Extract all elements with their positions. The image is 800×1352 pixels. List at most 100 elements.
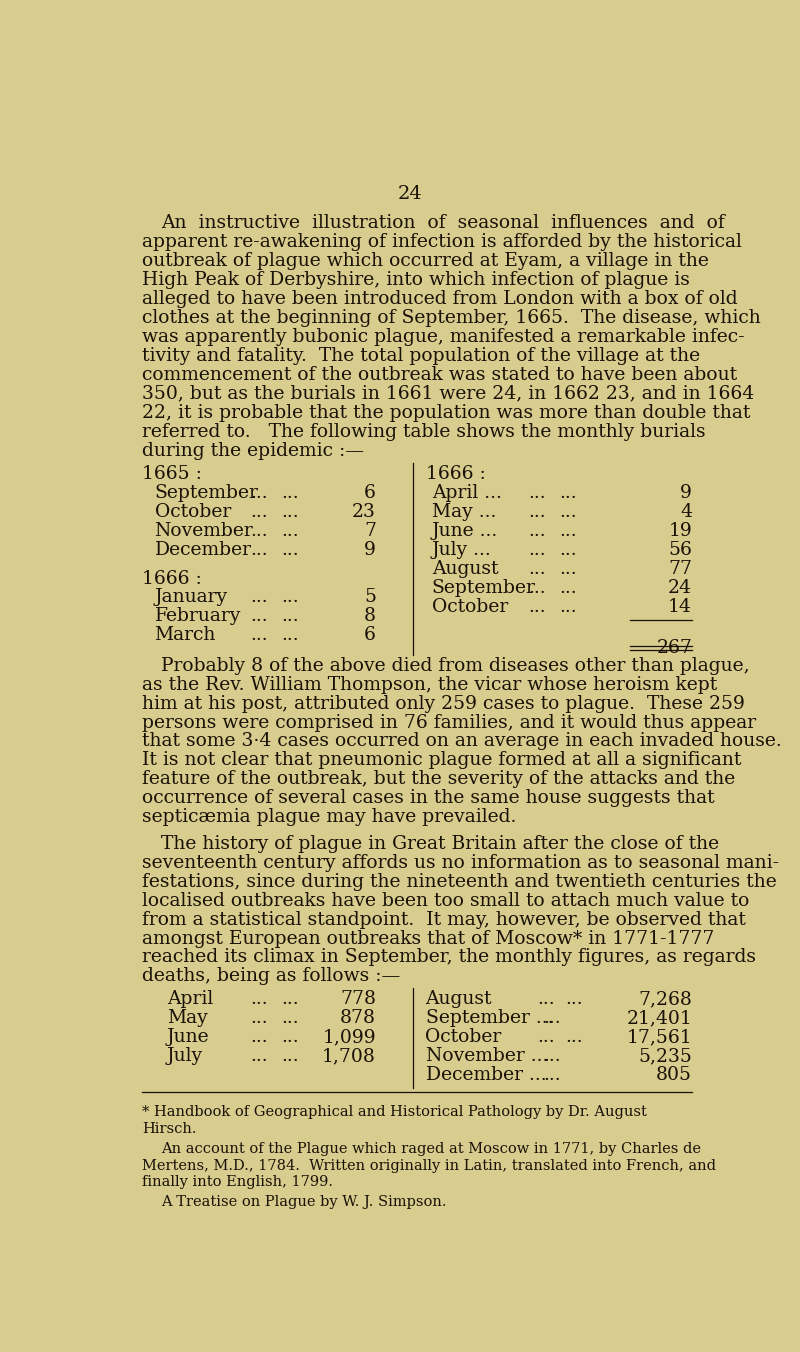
Text: tivity and fatality.  The total population of the village at the: tivity and fatality. The total populatio… — [142, 347, 700, 365]
Text: that some 3·4 cases occurred on an average in each invaded house.: that some 3·4 cases occurred on an avera… — [142, 733, 782, 750]
Text: alleged to have been introduced from London with a box of old: alleged to have been introduced from Lon… — [142, 291, 738, 308]
Text: 5,235: 5,235 — [638, 1046, 692, 1065]
Text: ...: ... — [250, 1046, 268, 1065]
Text: ...: ... — [282, 1009, 299, 1028]
Text: 14: 14 — [668, 598, 692, 617]
Text: ...: ... — [282, 1046, 299, 1065]
Text: ...: ... — [528, 560, 546, 579]
Text: December: December — [154, 541, 251, 560]
Text: ...: ... — [528, 579, 546, 598]
Text: ...: ... — [250, 484, 268, 503]
Text: outbreak of plague which occurred at Eyam, a village in the: outbreak of plague which occurred at Eya… — [142, 253, 709, 270]
Text: It is not clear that pneumonic plague formed at all a significant: It is not clear that pneumonic plague fo… — [142, 752, 742, 769]
Text: ...: ... — [528, 522, 546, 541]
Text: septicæmia plague may have prevailed.: septicæmia plague may have prevailed. — [142, 808, 517, 826]
Text: finally into English, 1799.: finally into English, 1799. — [142, 1175, 333, 1188]
Text: ...: ... — [543, 1009, 561, 1028]
Text: ...: ... — [558, 541, 577, 560]
Text: 1,708: 1,708 — [322, 1046, 376, 1065]
Text: 267: 267 — [656, 638, 692, 657]
Text: ...: ... — [558, 484, 577, 503]
Text: October: October — [432, 598, 508, 617]
Text: ...: ... — [528, 598, 546, 617]
Text: ...: ... — [250, 990, 268, 1009]
Text: apparent re-awakening of infection is afforded by the historical: apparent re-awakening of infection is af… — [142, 234, 742, 251]
Text: ...: ... — [543, 1065, 561, 1084]
Text: 56: 56 — [668, 541, 692, 560]
Text: October: October — [426, 1028, 502, 1046]
Text: seventeenth century affords us no information as to seasonal mani-: seventeenth century affords us no inform… — [142, 853, 779, 872]
Text: ...: ... — [250, 1009, 268, 1028]
Text: 6: 6 — [364, 626, 376, 645]
Text: ...: ... — [537, 990, 554, 1009]
Text: ...: ... — [558, 598, 577, 617]
Text: 21,401: 21,401 — [626, 1009, 692, 1028]
Text: September: September — [432, 579, 535, 598]
Text: November: November — [154, 522, 254, 541]
Text: amongst European outbreaks that of Moscow* in 1771-1777: amongst European outbreaks that of Mosco… — [142, 930, 714, 948]
Text: was apparently bubonic plague, manifested a remarkable infec-: was apparently bubonic plague, manifeste… — [142, 329, 745, 346]
Text: ...: ... — [558, 503, 577, 522]
Text: ...: ... — [558, 522, 577, 541]
Text: September ...: September ... — [426, 1009, 553, 1028]
Text: April ...: April ... — [432, 484, 502, 503]
Text: April: April — [167, 990, 214, 1009]
Text: referred to.   The following table shows the monthly burials: referred to. The following table shows t… — [142, 423, 706, 441]
Text: ...: ... — [282, 607, 299, 626]
Text: ...: ... — [250, 1028, 268, 1046]
Text: August: August — [426, 990, 492, 1009]
Text: A Treatise on Plague by W. J. Simpson.: A Treatise on Plague by W. J. Simpson. — [161, 1195, 446, 1210]
Text: ...: ... — [250, 503, 268, 522]
Text: feature of the outbreak, but the severity of the attacks and the: feature of the outbreak, but the severit… — [142, 771, 735, 788]
Text: Probably 8 of the above died from diseases other than plague,: Probably 8 of the above died from diseas… — [161, 657, 750, 675]
Text: ...: ... — [250, 522, 268, 541]
Text: An account of the Plague which raged at Moscow in 1771, by Charles de: An account of the Plague which raged at … — [161, 1142, 701, 1156]
Text: May: May — [167, 1009, 208, 1028]
Text: localised outbreaks have been too small to attach much value to: localised outbreaks have been too small … — [142, 892, 750, 910]
Text: 7: 7 — [364, 522, 376, 541]
Text: 22, it is probable that the population was more than double that: 22, it is probable that the population w… — [142, 404, 750, 422]
Text: 24: 24 — [668, 579, 692, 598]
Text: ...: ... — [282, 990, 299, 1009]
Text: during the epidemic :—: during the epidemic :— — [142, 442, 364, 460]
Text: August: August — [432, 560, 498, 579]
Text: ...: ... — [282, 1028, 299, 1046]
Text: January: January — [154, 588, 228, 607]
Text: 9: 9 — [680, 484, 692, 503]
Text: ...: ... — [528, 503, 546, 522]
Text: ...: ... — [565, 990, 582, 1009]
Text: ...: ... — [543, 1046, 561, 1065]
Text: ...: ... — [282, 541, 299, 560]
Text: November ...: November ... — [426, 1046, 548, 1065]
Text: clothes at the beginning of September, 1665.  The disease, which: clothes at the beginning of September, 1… — [142, 310, 761, 327]
Text: deaths, being as follows :—: deaths, being as follows :— — [142, 968, 401, 986]
Text: October: October — [154, 503, 231, 522]
Text: July: July — [167, 1046, 203, 1065]
Text: ...: ... — [528, 541, 546, 560]
Text: ...: ... — [528, 484, 546, 503]
Text: from a statistical standpoint.  It may, however, be observed that: from a statistical standpoint. It may, h… — [142, 911, 746, 929]
Text: February: February — [154, 607, 241, 626]
Text: An  instructive  illustration  of  seasonal  influences  and  of: An instructive illustration of seasonal … — [161, 215, 725, 233]
Text: 7,268: 7,268 — [638, 990, 692, 1009]
Text: 878: 878 — [340, 1009, 376, 1028]
Text: occurrence of several cases in the same house suggests that: occurrence of several cases in the same … — [142, 790, 714, 807]
Text: 19: 19 — [668, 522, 692, 541]
Text: 1665 :: 1665 : — [142, 465, 202, 483]
Text: ...: ... — [250, 588, 268, 607]
Text: ...: ... — [250, 607, 268, 626]
Text: him at his post, attributed only 259 cases to plague.  These 259: him at his post, attributed only 259 cas… — [142, 695, 745, 713]
Text: March: March — [154, 626, 216, 645]
Text: 9: 9 — [364, 541, 376, 560]
Text: 1666 :: 1666 : — [426, 465, 486, 483]
Text: 778: 778 — [340, 990, 376, 1009]
Text: ...: ... — [250, 541, 268, 560]
Text: 1666 :: 1666 : — [142, 569, 202, 588]
Text: reached its climax in September, the monthly figures, as regards: reached its climax in September, the mon… — [142, 949, 756, 967]
Text: ...: ... — [282, 522, 299, 541]
Text: 17,561: 17,561 — [626, 1028, 692, 1046]
Text: 5: 5 — [364, 588, 376, 607]
Text: 8: 8 — [364, 607, 376, 626]
Text: 6: 6 — [364, 484, 376, 503]
Text: June ...: June ... — [432, 522, 498, 541]
